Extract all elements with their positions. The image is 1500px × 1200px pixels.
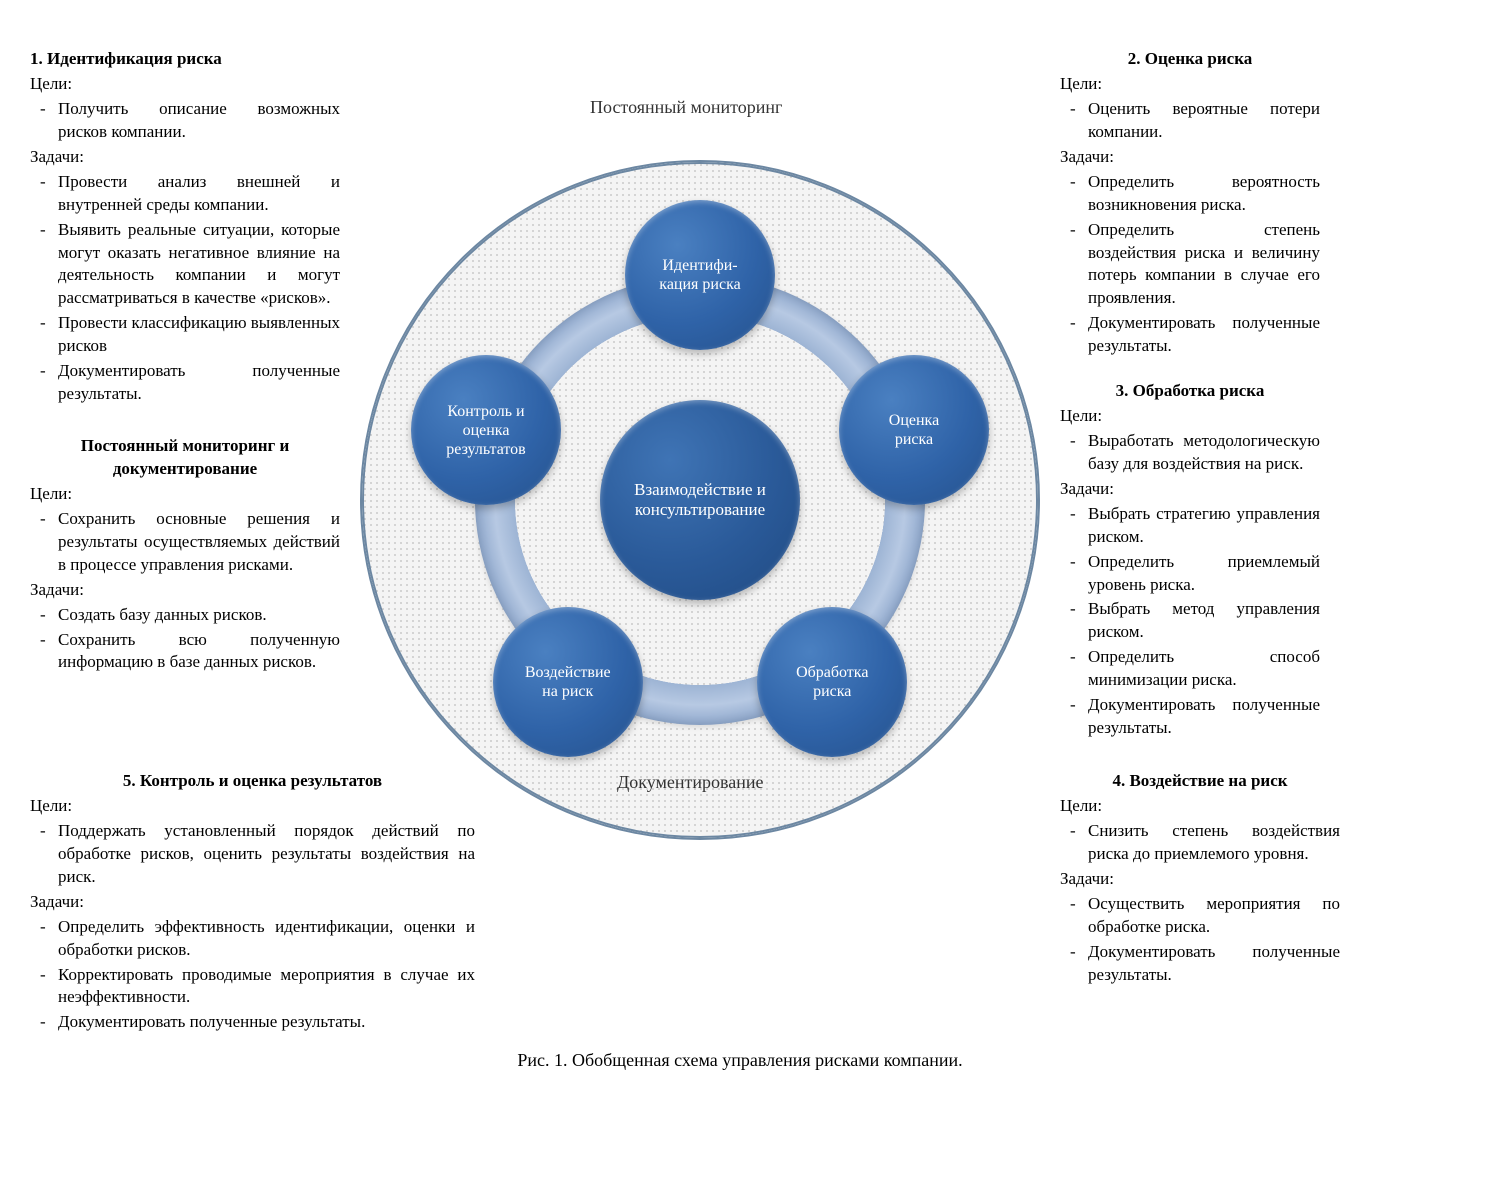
goals-list: Оценить вероятные потери компании.	[1060, 98, 1320, 144]
node-label: Обработка риска	[796, 663, 868, 701]
tasks-label: Задачи:	[30, 891, 475, 914]
section-heading: Постоянный мониторинг и документирование	[30, 435, 340, 481]
section-heading: 1. Идентификация риска	[30, 48, 340, 71]
list-item: Выявить реальные ситуации, которые могут…	[58, 219, 340, 311]
goals-label: Цели:	[30, 483, 340, 506]
section-heading: 4. Воздействие на риск	[1060, 770, 1340, 793]
goals-label: Цели:	[1060, 73, 1320, 96]
list-item: Документировать полученные результаты.	[58, 1011, 475, 1034]
tasks-list: Провести анализ внешней и внутренней сре…	[30, 171, 340, 406]
section-s3: 3. Обработка рискаЦели:Выработать методо…	[1060, 380, 1320, 742]
list-item: Провести классификацию выявленных рисков	[58, 312, 340, 358]
tasks-list: Создать базу данных рисков.Сохранить всю…	[30, 604, 340, 675]
goals-list: Снизить степень воздействия риска до при…	[1060, 820, 1340, 866]
process-node-n4: Воздействие на риск	[493, 607, 643, 757]
risk-cycle-diagram: Постоянный мониторинг Документирование В…	[360, 160, 1040, 840]
list-item: Провести анализ внешней и внутренней сре…	[58, 171, 340, 217]
list-item: Определить способ минимизации риска.	[1088, 646, 1320, 692]
list-item: Осуществить мероприятия по обработке рис…	[1088, 893, 1340, 939]
list-item: Выбрать стратегию управления риском.	[1088, 503, 1320, 549]
list-item: Снизить степень воздействия риска до при…	[1088, 820, 1340, 866]
goals-label: Цели:	[1060, 405, 1320, 428]
tasks-list: Осуществить мероприятия по обработке рис…	[1060, 893, 1340, 987]
goals-label: Цели:	[1060, 795, 1340, 818]
list-item: Определить приемлемый уровень риска.	[1088, 551, 1320, 597]
list-item: Документировать полученные результаты.	[58, 360, 340, 406]
section-s2: 2. Оценка рискаЦели:Оценить вероятные по…	[1060, 48, 1320, 360]
goals-label: Цели:	[30, 73, 340, 96]
section-heading: 3. Обработка риска	[1060, 380, 1320, 403]
tasks-list: Определить вероятность возникновения рис…	[1060, 171, 1320, 359]
list-item: Выработать методологическую базу для воз…	[1088, 430, 1320, 476]
list-item: Сохранить всю полученную информацию в ба…	[58, 629, 340, 675]
list-item: Корректировать проводимые мероприятия в …	[58, 964, 475, 1010]
goals-list: Получить описание возможных рисков компа…	[30, 98, 340, 144]
list-item: Документировать полученные результаты.	[1088, 941, 1340, 987]
list-item: Определить вероятность возникновения рис…	[1088, 171, 1320, 217]
list-item: Документировать полученные результаты.	[1088, 694, 1320, 740]
section-s_mon: Постоянный мониторинг и документирование…	[30, 435, 340, 676]
process-node-n5: Контроль и оценка результатов	[411, 355, 561, 505]
tasks-label: Задачи:	[1060, 868, 1340, 891]
list-item: Выбрать метод управления риском.	[1088, 598, 1320, 644]
goals-list: Сохранить основные решения и результаты …	[30, 508, 340, 577]
tasks-label: Задачи:	[30, 579, 340, 602]
list-item: Получить описание возможных рисков компа…	[58, 98, 340, 144]
outer-label-bottom: Документирование	[617, 772, 764, 793]
node-label: Контроль и оценка результатов	[446, 402, 525, 460]
tasks-list: Выбрать стратегию управления риском.Опре…	[1060, 503, 1320, 740]
outer-label-top: Постоянный мониторинг	[590, 97, 782, 118]
section-s4: 4. Воздействие на рискЦели:Снизить степе…	[1060, 770, 1340, 988]
list-item: Создать базу данных рисков.	[58, 604, 340, 627]
process-node-n3: Обработка риска	[757, 607, 907, 757]
center-node-label: Взаимодействие и консультирование	[610, 480, 790, 521]
goals-list: Выработать методологическую базу для воз…	[1060, 430, 1320, 476]
section-s1: 1. Идентификация рискаЦели:Получить опис…	[30, 48, 340, 408]
tasks-list: Определить эффективность идентификации, …	[30, 916, 475, 1035]
list-item: Документировать полученные результаты.	[1088, 312, 1320, 358]
figure-caption: Рис. 1. Обобщенная схема управления риск…	[430, 1050, 1050, 1071]
process-node-n1: Идентифи- кация риска	[625, 200, 775, 350]
process-node-n2: Оценка риска	[839, 355, 989, 505]
list-item: Оценить вероятные потери компании.	[1088, 98, 1320, 144]
node-label: Воздействие на риск	[525, 663, 611, 701]
center-node: Взаимодействие и консультирование	[600, 400, 800, 600]
tasks-label: Задачи:	[30, 146, 340, 169]
list-item: Определить степень воздействия риска и в…	[1088, 219, 1320, 311]
tasks-label: Задачи:	[1060, 146, 1320, 169]
list-item: Сохранить основные решения и результаты …	[58, 508, 340, 577]
section-heading: 2. Оценка риска	[1060, 48, 1320, 71]
tasks-label: Задачи:	[1060, 478, 1320, 501]
node-label: Идентифи- кация риска	[659, 256, 740, 294]
node-label: Оценка риска	[889, 411, 939, 449]
list-item: Определить эффективность идентификации, …	[58, 916, 475, 962]
